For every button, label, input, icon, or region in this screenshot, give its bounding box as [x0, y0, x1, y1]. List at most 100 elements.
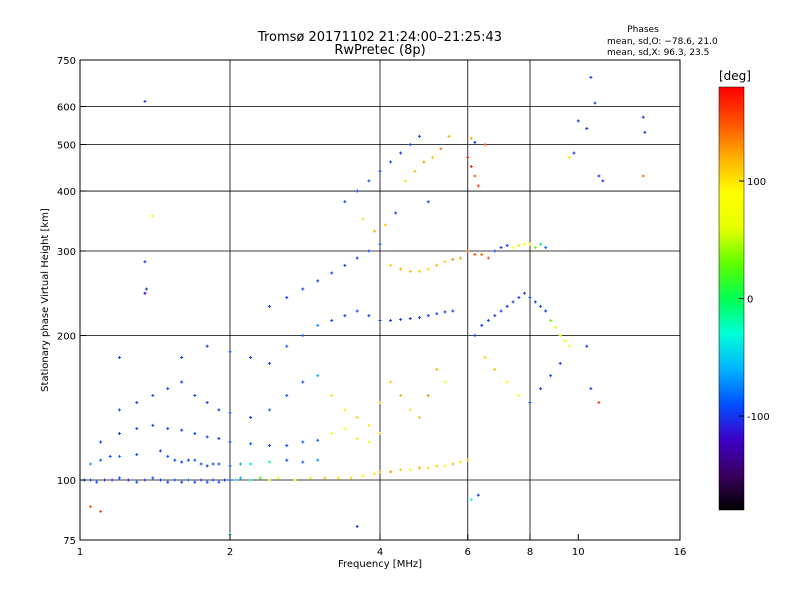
data-point — [239, 476, 243, 480]
data-point — [361, 474, 365, 478]
data-point — [469, 164, 473, 168]
data-point — [493, 314, 497, 318]
y-tick-label: 100 — [57, 476, 76, 487]
data-point — [528, 242, 532, 246]
data-point — [641, 115, 645, 119]
data-point — [285, 296, 289, 300]
data-point — [443, 464, 447, 468]
data-point — [330, 432, 334, 436]
data-point — [217, 480, 221, 484]
data-point — [301, 334, 305, 338]
data-point — [435, 263, 439, 267]
data-point — [451, 309, 455, 313]
data-point — [499, 309, 503, 313]
data-point — [417, 316, 421, 320]
stats-line-x: mean, sd,X: 96.3, 23.5 — [607, 48, 709, 58]
data-point — [567, 155, 571, 159]
data-point — [539, 387, 543, 391]
data-point — [205, 480, 209, 484]
chart-subtitle: RwPretec (8p) — [334, 43, 425, 58]
data-point — [145, 287, 149, 291]
stats-heading: Phases — [627, 25, 659, 35]
data-point — [151, 476, 155, 480]
data-point — [186, 478, 190, 482]
data-point — [443, 310, 447, 314]
data-point — [517, 394, 521, 398]
data-point — [343, 314, 347, 318]
data-point — [355, 189, 359, 193]
data-point — [389, 470, 393, 474]
data-point — [126, 478, 130, 482]
data-point — [285, 394, 289, 398]
x-tick-label: 2 — [227, 547, 233, 558]
data-point — [180, 480, 184, 484]
data-point — [143, 99, 147, 103]
data-point — [373, 229, 377, 233]
data-point — [589, 387, 593, 391]
data-point — [563, 339, 567, 343]
data-point — [267, 460, 271, 464]
data-point — [267, 408, 271, 412]
data-point — [166, 454, 170, 458]
data-point — [158, 478, 162, 482]
data-point — [469, 498, 473, 502]
data-point — [403, 179, 407, 183]
data-point — [293, 478, 297, 482]
data-point — [323, 476, 327, 480]
data-point — [143, 291, 147, 295]
data-point — [413, 169, 417, 173]
data-point — [389, 263, 393, 267]
data-point — [343, 263, 347, 267]
data-point — [572, 151, 576, 155]
data-point — [435, 312, 439, 316]
data-point — [399, 394, 403, 398]
data-point — [597, 401, 601, 405]
data-point — [408, 143, 412, 147]
data-point — [228, 464, 232, 468]
data-point — [389, 380, 393, 384]
data-point — [285, 458, 289, 462]
plot-area: 1 2 4 6 8 10 16 75 100 200 300 400 500 600 750 — [57, 56, 686, 558]
data-point — [549, 374, 553, 378]
data-point — [199, 478, 203, 482]
data-point — [249, 415, 253, 419]
data-point — [205, 435, 209, 439]
data-point — [180, 460, 184, 464]
data-point — [180, 380, 184, 384]
data-point — [417, 269, 421, 273]
data-point — [151, 423, 155, 427]
data-point — [258, 476, 262, 480]
data-point — [517, 296, 521, 300]
data-point — [533, 300, 537, 304]
data-point — [316, 374, 320, 378]
data-point — [205, 464, 209, 468]
data-point — [408, 269, 412, 273]
data-point — [426, 314, 430, 318]
data-point — [367, 314, 371, 318]
data-point — [480, 253, 484, 257]
data-point — [193, 458, 197, 462]
data-point — [553, 325, 557, 329]
data-point — [408, 408, 412, 412]
data-point — [426, 394, 430, 398]
data-point — [186, 458, 190, 462]
data-point — [180, 428, 184, 432]
data-point — [233, 478, 237, 482]
data-point — [458, 256, 462, 260]
data-point — [473, 174, 477, 178]
colorbar-tick-label: 100 — [747, 177, 766, 188]
data-point — [483, 143, 487, 147]
data-point — [355, 415, 359, 419]
data-point — [422, 160, 426, 164]
data-point — [316, 438, 320, 442]
data-point — [558, 334, 562, 338]
x-axis-label: Frequency [MHz] — [338, 559, 422, 570]
data-point — [486, 256, 490, 260]
data-point — [193, 432, 197, 436]
data-point — [117, 432, 121, 436]
data-point — [544, 246, 548, 250]
data-point — [166, 480, 170, 484]
data-point — [276, 476, 280, 480]
y-tick-label: 750 — [57, 56, 76, 67]
data-point — [211, 478, 215, 482]
